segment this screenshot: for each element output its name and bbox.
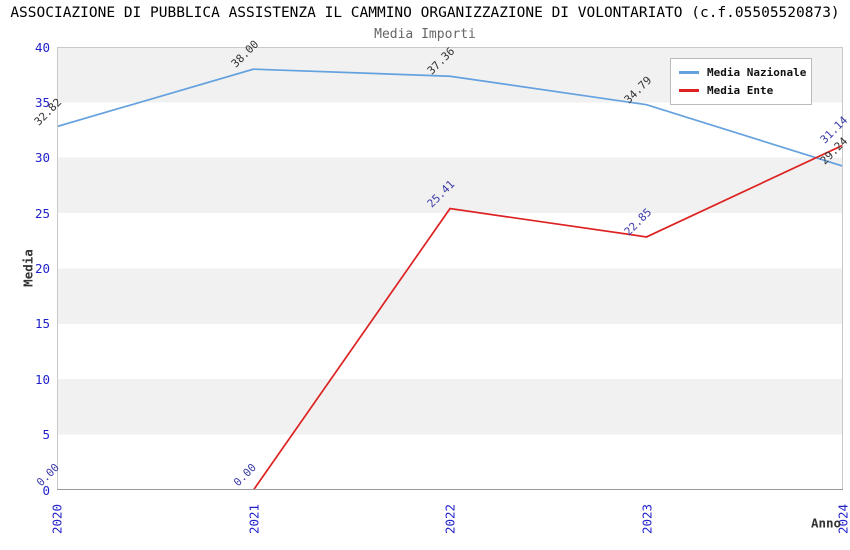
x-tick-label: 2023 xyxy=(639,503,654,535)
legend-label-media-nazionale: Media Nazionale xyxy=(707,66,807,79)
legend-item-media-nazionale: Media Nazionale xyxy=(679,66,807,79)
legend-label-media-ente: Media Ente xyxy=(707,84,774,97)
x-tick-label: 2020 xyxy=(49,503,65,535)
y-tick-label: 20 xyxy=(34,261,50,276)
media-nazionale-line-swatch xyxy=(679,71,699,74)
chart-title: ASSOCIAZIONE DI PUBBLICA ASSISTENZA IL C… xyxy=(10,5,840,21)
x-axis-title: Anno xyxy=(810,515,842,531)
chart-subtitle: Media Importi xyxy=(374,27,476,42)
x-tick-label: 2021 xyxy=(246,503,261,535)
y-tick-label: 5 xyxy=(42,427,50,443)
legend-item-media-ente: Media Ente xyxy=(679,84,803,97)
y-tick-label: 30 xyxy=(34,150,50,166)
media-ente-line-swatch xyxy=(679,89,699,92)
y-tick-label: 0 xyxy=(42,482,50,498)
y-tick-label: 25 xyxy=(34,205,50,221)
media-ente-line xyxy=(57,144,843,490)
y-tick-label: 35 xyxy=(34,94,50,110)
media-nazionale-line xyxy=(57,68,843,167)
y-tick-label: 40 xyxy=(34,39,50,55)
chart-canvas xyxy=(57,47,843,490)
plot-border xyxy=(57,47,843,490)
y-tick-label: 15 xyxy=(34,316,50,332)
y-axis-title: Media xyxy=(20,249,36,287)
y-tick-label: 10 xyxy=(34,371,50,387)
plot-area xyxy=(57,47,843,490)
legend: Media Nazionale Media Ente xyxy=(670,58,812,105)
x-tick-label: 2022 xyxy=(442,503,458,535)
